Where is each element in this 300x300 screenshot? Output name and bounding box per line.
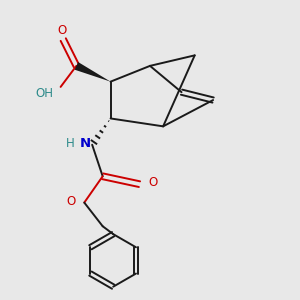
Text: OH: OH (36, 87, 54, 100)
Text: N: N (80, 137, 91, 150)
Text: O: O (57, 24, 67, 37)
Text: H: H (65, 137, 74, 150)
Text: O: O (67, 195, 76, 208)
Text: O: O (148, 176, 157, 189)
Polygon shape (75, 62, 111, 82)
